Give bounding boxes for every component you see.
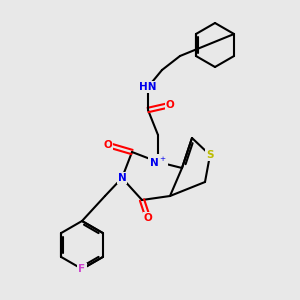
Text: O: O (166, 100, 174, 110)
Text: O: O (103, 140, 112, 150)
Text: HN: HN (139, 82, 157, 92)
Text: N$^+$: N$^+$ (149, 155, 167, 169)
Text: N: N (118, 173, 126, 183)
Text: S: S (206, 150, 214, 160)
Text: F: F (78, 264, 85, 274)
Text: O: O (144, 213, 152, 223)
